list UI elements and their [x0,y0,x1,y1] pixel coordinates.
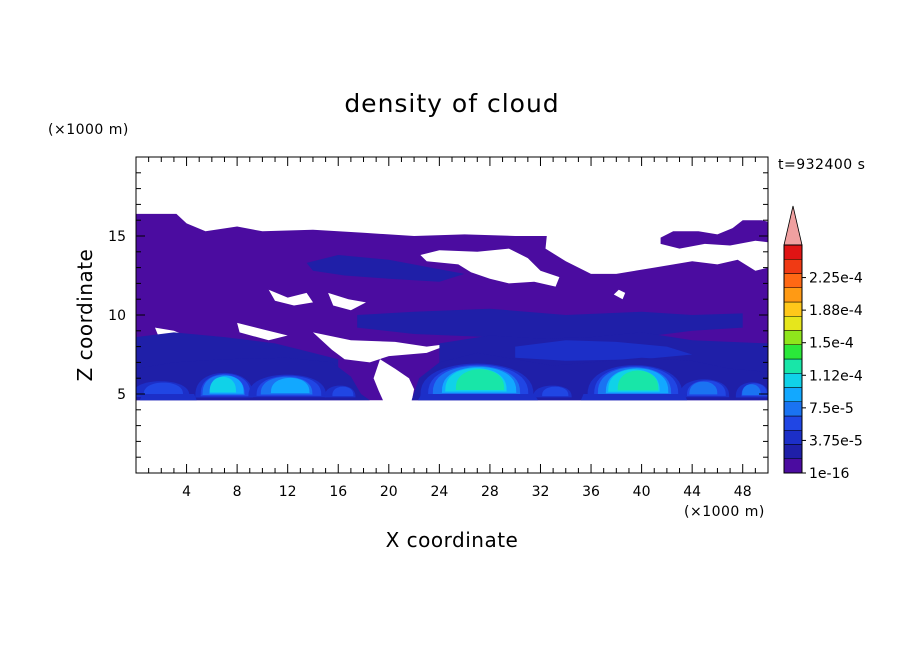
colorbar-label: 7.5e-5 [809,401,854,417]
colorbar-label: 1e-16 [809,466,849,482]
colorbar-label: 3.75e-5 [809,433,863,449]
x-axis-ticks: 4 8 12 16 20 24 28 32 36 40 44 48 [148,157,756,500]
chart-title: density of cloud [344,89,559,118]
time-label: t=932400 s [778,157,865,173]
convective-cell [742,384,761,396]
colorbar-swatch [783,244,803,260]
colorbar-label: 1.88e-4 [809,303,863,319]
colorbar-overflow-triangle [783,205,803,246]
convective-cell [455,369,505,390]
x-tick-label: 48 [734,484,752,500]
colorbar-label: 2.25e-4 [809,271,863,287]
clear-air [136,400,768,413]
y-tick-label: 10 [108,308,126,324]
x-tick-label: 12 [279,484,297,500]
x-unit-label: (×1000 m) [684,504,765,520]
clear-air [268,289,313,306]
y-axis-label: Z coordinate [73,249,97,382]
x-tick-label: 24 [430,484,448,500]
x-tick-label: 4 [182,484,191,500]
x-axis-label: X coordinate [386,528,519,552]
colorbar-swatch [783,430,803,445]
plot-area [136,213,768,413]
colorbar: 1e-16 3.75e-5 7.5e-5 1.12e-4 1.5e-4 1.88e-4 2.… [783,205,863,482]
y-axis-ticks: 5 10 15 [108,172,768,458]
y-tick-label: 15 [108,229,126,245]
colorbar-swatch [783,401,803,417]
cloud-region [515,340,693,361]
colorbar-swatch [783,387,803,402]
convective-cell [580,394,688,401]
colorbar-swatch [783,415,803,431]
x-tick-label: 32 [532,484,550,500]
colorbar-swatch [783,273,803,288]
x-tick-label: 16 [329,484,347,500]
cloud-region [306,255,465,282]
clear-air [237,322,288,341]
x-tick-label: 28 [481,484,499,500]
convective-cell [139,394,197,401]
colorbar-swatch [783,287,803,303]
clear-air [328,292,366,311]
colorbar-swatch [783,458,803,474]
x-tick-label: 36 [582,484,600,500]
convective-cell [417,394,538,401]
clear-air [613,289,626,300]
cloud-contours [136,213,768,413]
y-unit-label: (×1000 m) [48,122,129,138]
convective-cell [617,370,659,391]
colorbar-swatch [783,259,803,274]
convective-cell [270,377,310,394]
y-tick-label: 5 [117,387,126,403]
x-tick-label: 20 [380,484,398,500]
convective-cell [209,376,236,393]
colorbar-swatch [783,301,803,317]
clear-air [373,359,415,407]
colorbar-swatch [783,358,803,374]
colorbar-label: 1.5e-4 [809,336,854,352]
x-tick-label: 8 [233,484,242,500]
clear-air [313,332,452,363]
colorbar-swatch [783,444,803,459]
convective-cell [332,386,354,397]
colorbar-swatch [783,373,803,388]
colorbar-label: 1.12e-4 [809,368,863,384]
cloud-region [660,220,768,249]
colorbar-frame [783,244,803,474]
x-tick-label: 40 [633,484,651,500]
colorbar-swatch [783,330,803,345]
x-tick-label: 44 [683,484,701,500]
colorbar-swatch [783,316,803,331]
convective-cell [143,382,184,396]
colorbar-swatch [783,344,803,360]
convective-cell [689,381,718,395]
convective-cell [542,386,569,397]
clear-air [420,248,560,287]
